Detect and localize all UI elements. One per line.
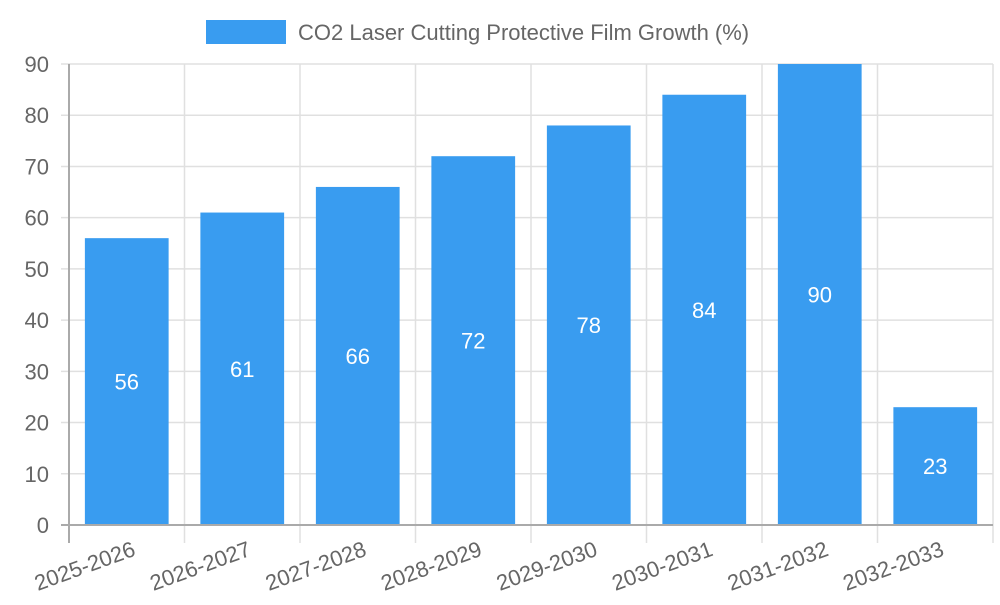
bar bbox=[893, 407, 978, 525]
x-tick-label: 2032-2033 bbox=[840, 536, 947, 595]
y-tick-label: 0 bbox=[37, 513, 49, 538]
bar bbox=[200, 212, 285, 526]
x-tick-label: 2031-2032 bbox=[724, 536, 831, 595]
bar bbox=[777, 64, 862, 525]
data-labels: 56 61 66 72 78 84 90 23 bbox=[115, 283, 948, 480]
legend-label: CO2 Laser Cutting Protective Film Growth… bbox=[298, 20, 749, 45]
x-tick-label: 2030-2031 bbox=[609, 536, 716, 595]
y-tick-label: 10 bbox=[25, 462, 49, 487]
bar-value-label: 61 bbox=[230, 357, 254, 382]
bar-value-label: 66 bbox=[346, 344, 370, 369]
bar bbox=[315, 186, 400, 525]
bar bbox=[84, 238, 169, 525]
y-tick-label: 50 bbox=[25, 257, 49, 282]
legend: CO2 Laser Cutting Protective Film Growth… bbox=[206, 20, 749, 45]
x-tick-label: 2026-2027 bbox=[147, 536, 254, 595]
x-tick-label: 2025-2026 bbox=[31, 536, 138, 595]
y-tick-label: 60 bbox=[25, 206, 49, 231]
bar-value-label: 72 bbox=[461, 329, 485, 354]
bar-value-label: 84 bbox=[692, 298, 716, 323]
bar-value-label: 23 bbox=[923, 454, 947, 479]
x-tick-label: 2028-2029 bbox=[378, 536, 485, 595]
y-tick-label: 80 bbox=[25, 103, 49, 128]
bar bbox=[546, 125, 631, 525]
bar bbox=[431, 156, 516, 525]
x-tick-label: 2027-2028 bbox=[262, 536, 369, 595]
y-axis: 0 10 20 30 40 50 60 70 80 90 bbox=[25, 52, 70, 543]
bar bbox=[662, 94, 747, 525]
y-tick-label: 20 bbox=[25, 411, 49, 436]
y-tick-label: 90 bbox=[25, 52, 49, 77]
y-tick-label: 40 bbox=[25, 308, 49, 333]
bar-value-label: 56 bbox=[115, 370, 139, 395]
x-tick-label: 2029-2030 bbox=[493, 536, 600, 595]
y-tick-label: 70 bbox=[25, 154, 49, 179]
bars bbox=[84, 64, 978, 526]
x-axis: 2025-2026 2026-2027 2027-2028 2028-2029 2029… bbox=[31, 524, 993, 596]
legend-swatch bbox=[206, 20, 286, 44]
bar-value-label: 78 bbox=[577, 313, 601, 338]
y-tick-label: 30 bbox=[25, 359, 49, 384]
bar-value-label: 90 bbox=[808, 283, 832, 308]
